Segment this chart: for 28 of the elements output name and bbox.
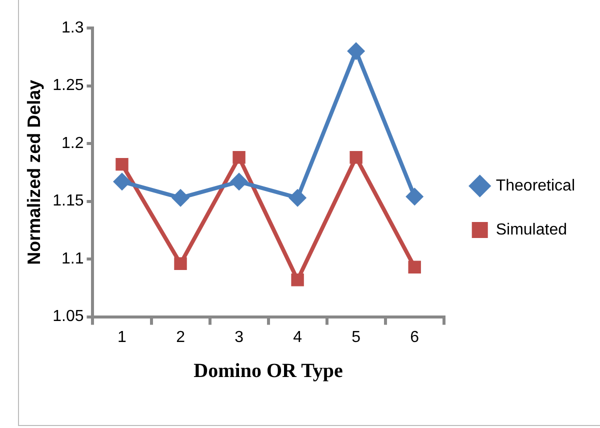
- x-tick-label: 2: [176, 328, 186, 346]
- point: [406, 188, 424, 206]
- y-tick-label: 1.3: [61, 19, 84, 36]
- x-axis-title: Domino OR Type: [194, 360, 344, 382]
- legend-label: Simulated: [496, 221, 568, 238]
- legend-label: Theoretical: [496, 177, 576, 194]
- y-tick-label: 1.25: [52, 77, 84, 94]
- point: [172, 188, 190, 207]
- point: [408, 260, 421, 274]
- point: [230, 172, 248, 191]
- point: [174, 257, 187, 270]
- x-tick-label: 1: [118, 328, 127, 346]
- point: [347, 42, 366, 60]
- y-tick-label: 1.15: [52, 192, 84, 210]
- point: [291, 273, 304, 286]
- point: [113, 172, 131, 191]
- x-tick-label: 5: [352, 328, 361, 346]
- point: [232, 151, 246, 164]
- y-tick-label: 1.2: [61, 134, 84, 152]
- y-tick-label: 1.1: [61, 250, 84, 268]
- x-tick-label: 6: [410, 328, 420, 346]
- y-tick-label: 1.05: [52, 308, 84, 326]
- x-tick-label: 3: [234, 328, 244, 346]
- point: [116, 158, 128, 171]
- y-axis-title: Normalized zed Delay: [24, 80, 44, 265]
- point: [350, 151, 362, 164]
- x-tick-label: 4: [293, 328, 302, 346]
- point: [288, 188, 307, 207]
